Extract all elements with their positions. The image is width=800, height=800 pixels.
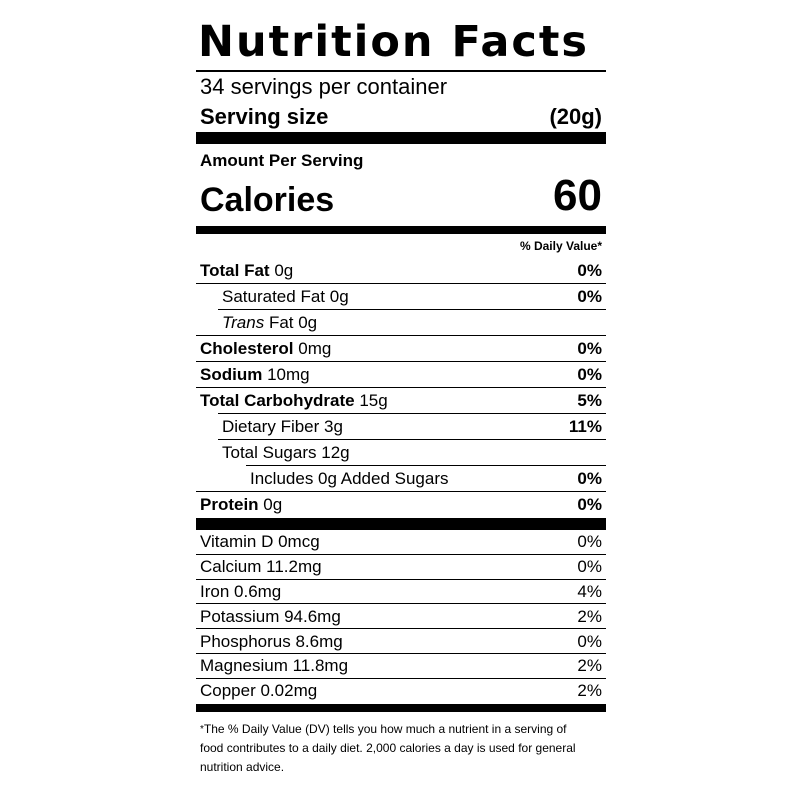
nutrient-row-cholesterol: Cholesterol 0mg 0% — [196, 336, 606, 362]
vitamin-dv: 2% — [577, 606, 602, 626]
nutrient-dv: 0% — [577, 469, 602, 488]
row-divider — [196, 361, 606, 362]
nutrient-dv: 11% — [568, 417, 602, 436]
row-divider — [218, 309, 606, 310]
vitamin-label: Phosphorus 8.6mg — [200, 631, 343, 651]
nutrient-amount: 0g — [274, 261, 294, 280]
row-divider — [196, 387, 606, 388]
nutrient-label: Includes 0g Added Sugars — [250, 469, 449, 488]
nutrient-label: Protein — [200, 495, 259, 514]
thick-divider — [196, 132, 606, 144]
nutrient-amount: 10mg — [267, 365, 310, 384]
nutrient-label: Cholesterol — [200, 339, 294, 358]
nutrient-amount: 3g — [324, 417, 343, 436]
medium-divider — [196, 226, 606, 234]
vitamin-row: Calcium 11.2mg 0% — [196, 555, 606, 580]
row-divider — [196, 603, 606, 605]
nutrient-dv: 0% — [577, 339, 602, 358]
nutrient-row-total-carbohydrate: Total Carbohydrate 15g 5% — [196, 388, 606, 414]
nutrient-label: Total Carbohydrate — [200, 391, 355, 410]
nutrient-row-added-sugars: Includes 0g Added Sugars 0% — [196, 466, 606, 492]
nutrient-dv: 0% — [577, 365, 602, 384]
nutrient-row-sodium: Sodium 10mg 0% — [196, 362, 606, 388]
nutrient-row-total-fat: Total Fat 0g 0% — [196, 258, 606, 284]
vitamin-dv: 0% — [577, 631, 602, 651]
serving-size-value: (20g) — [549, 104, 602, 129]
nutrient-label: Total Sugars — [222, 443, 317, 462]
row-divider — [218, 413, 606, 414]
vitamin-dv: 0% — [577, 557, 602, 577]
row-divider — [196, 578, 606, 580]
serving-size-label: Serving size — [200, 104, 329, 129]
vitamin-label: Iron 0.6mg — [200, 581, 282, 601]
nutrient-amount: 0g — [329, 287, 349, 306]
calories-value: 60 — [553, 171, 602, 220]
vitamin-row: Magnesium 11.8mg 2% — [196, 654, 606, 679]
row-divider — [196, 335, 606, 336]
nutrient-label: Trans — [222, 313, 265, 332]
medium-divider — [196, 703, 606, 712]
row-divider — [196, 283, 606, 284]
divider — [196, 70, 606, 72]
row-divider — [196, 553, 606, 555]
nutrient-row-saturated-fat: Saturated Fat 0g 0% — [196, 284, 606, 310]
footnote-text: The % Daily Value (DV) tells you how muc… — [200, 721, 576, 774]
nutrient-row-total-sugars: Total Sugars 12g — [196, 440, 606, 466]
nutrient-dv: 0% — [577, 495, 602, 514]
nutrient-row-dietary-fiber: Dietary Fiber 3g 11% — [196, 414, 606, 440]
nutrient-dv: 0% — [577, 261, 602, 280]
nutrient-row-trans-fat: Trans Fat 0g — [196, 310, 606, 336]
nutrient-amount: Fat 0g — [268, 313, 318, 332]
vitamin-dv: 2% — [577, 656, 602, 676]
nutrient-label: Sodium — [200, 365, 263, 384]
thick-divider — [196, 518, 606, 530]
serving-size-row: Serving size (20g) — [196, 102, 606, 132]
amount-per-serving: Amount Per Serving — [200, 151, 364, 170]
vitamin-row: Vitamin D 0mcg 0% — [196, 530, 606, 555]
nutrition-facts-label: Nutrition Facts 34 servings per containe… — [196, 14, 606, 777]
row-divider — [246, 465, 606, 466]
nutrient-label: Saturated Fat — [222, 287, 326, 306]
daily-value-footnote: *The % Daily Value (DV) tells you how mu… — [196, 712, 606, 777]
nutrient-amount: 0g — [263, 495, 283, 514]
calories-row: Calories 60 — [196, 172, 606, 220]
servings-per-container: 34 servings per container — [200, 74, 448, 99]
vitamin-row: Copper 0.02mg 2% — [196, 679, 606, 704]
nutrient-label: Total Fat — [200, 261, 270, 280]
row-divider — [218, 439, 606, 440]
footnote-asterisk: * — [200, 723, 204, 735]
vitamin-row: Iron 0.6mg 4% — [196, 580, 606, 605]
calories-label: Calories — [200, 181, 335, 219]
vitamin-label: Calcium 11.2mg — [200, 557, 322, 577]
nutrient-amount: 12g — [321, 443, 350, 462]
vitamin-label: Potassium 94.6mg — [200, 606, 341, 626]
nutrient-dv: 0% — [577, 287, 602, 306]
daily-value-header: % Daily Value* — [519, 239, 602, 253]
row-divider — [196, 491, 606, 492]
vitamin-label: Copper 0.02mg — [200, 681, 318, 701]
vitamin-dv: 2% — [577, 681, 602, 701]
row-divider — [196, 652, 606, 654]
nutrient-label: Dietary Fiber — [222, 417, 320, 436]
vitamin-label: Magnesium 11.8mg — [200, 656, 349, 676]
nutrient-amount: 0mg — [298, 339, 332, 358]
label-title: Nutrition Facts — [198, 17, 590, 67]
vitamin-dv: 0% — [577, 532, 602, 552]
vitamin-dv: 4% — [577, 581, 602, 601]
nutrient-amount: 15g — [359, 391, 388, 410]
vitamin-row: Potassium 94.6mg 2% — [196, 604, 606, 630]
row-divider — [196, 628, 606, 630]
nutrient-dv: 5% — [577, 391, 602, 410]
vitamin-row: Phosphorus 8.6mg 0% — [196, 629, 606, 654]
nutrient-row-protein: Protein 0g 0% — [196, 492, 606, 518]
row-divider — [196, 677, 606, 679]
vitamin-label: Vitamin D 0mcg — [200, 532, 320, 552]
